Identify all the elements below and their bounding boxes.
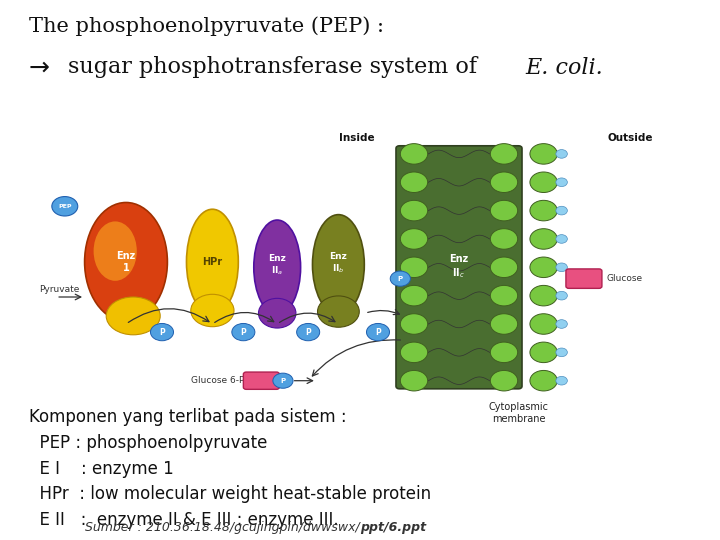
Text: Inside: Inside xyxy=(338,133,374,143)
Circle shape xyxy=(366,323,390,341)
Circle shape xyxy=(556,320,567,328)
Ellipse shape xyxy=(490,229,518,249)
Ellipse shape xyxy=(258,298,296,328)
Ellipse shape xyxy=(312,215,364,314)
Ellipse shape xyxy=(530,144,557,164)
Ellipse shape xyxy=(400,229,428,249)
Ellipse shape xyxy=(530,342,557,363)
Ellipse shape xyxy=(318,296,359,327)
Circle shape xyxy=(297,323,320,341)
Text: Pyruvate: Pyruvate xyxy=(40,285,80,294)
Text: Glucose 6-P: Glucose 6-P xyxy=(192,376,245,384)
Text: Cytoplasmic
membrane: Cytoplasmic membrane xyxy=(488,402,549,424)
Ellipse shape xyxy=(530,370,557,391)
Text: Glucose: Glucose xyxy=(607,274,643,283)
Text: HPr  : low molecular weight heat-stable protein: HPr : low molecular weight heat-stable p… xyxy=(29,485,431,503)
Ellipse shape xyxy=(400,370,428,391)
Circle shape xyxy=(52,197,78,216)
Circle shape xyxy=(556,376,567,385)
Ellipse shape xyxy=(530,172,557,192)
Text: P: P xyxy=(397,275,403,282)
Circle shape xyxy=(150,323,174,341)
FancyBboxPatch shape xyxy=(566,269,602,288)
Ellipse shape xyxy=(490,257,518,278)
Ellipse shape xyxy=(400,200,428,221)
Circle shape xyxy=(556,206,567,215)
Ellipse shape xyxy=(530,314,557,334)
Text: E I    : enzyme 1: E I : enzyme 1 xyxy=(29,460,174,477)
Text: Sumber : 210.36.18.48/gcujingpin/dwwswx/: Sumber : 210.36.18.48/gcujingpin/dwwswx/ xyxy=(85,521,360,534)
Text: E. coli.: E. coli. xyxy=(526,57,603,78)
Text: P: P xyxy=(240,328,246,336)
Circle shape xyxy=(556,150,567,158)
Circle shape xyxy=(556,292,567,300)
Text: Outside: Outside xyxy=(607,133,653,143)
Ellipse shape xyxy=(490,314,518,334)
FancyBboxPatch shape xyxy=(396,146,522,389)
Ellipse shape xyxy=(490,200,518,221)
Ellipse shape xyxy=(400,285,428,306)
Ellipse shape xyxy=(400,172,428,192)
Ellipse shape xyxy=(191,294,234,327)
Ellipse shape xyxy=(490,144,518,164)
Ellipse shape xyxy=(490,370,518,391)
Text: P: P xyxy=(280,377,286,384)
Text: E II   :  enzyme II & E III : enzyme III.: E II : enzyme II & E III : enzyme III. xyxy=(29,511,338,529)
Ellipse shape xyxy=(85,202,167,321)
Ellipse shape xyxy=(530,200,557,221)
Text: HPr: HPr xyxy=(202,257,222,267)
Circle shape xyxy=(556,234,567,243)
Ellipse shape xyxy=(107,297,160,335)
Text: The phosphoenolpyruvate (PEP) :: The phosphoenolpyruvate (PEP) : xyxy=(29,16,384,36)
Text: Enz
II$_c$: Enz II$_c$ xyxy=(449,254,468,280)
Circle shape xyxy=(556,178,567,186)
Text: Enz
II$_a$: Enz II$_a$ xyxy=(269,254,286,278)
Ellipse shape xyxy=(490,172,518,192)
Ellipse shape xyxy=(253,220,301,314)
Ellipse shape xyxy=(530,257,557,278)
Text: sugar phosphotransferase system of: sugar phosphotransferase system of xyxy=(68,57,485,78)
Text: Enz
1: Enz 1 xyxy=(117,251,135,273)
Circle shape xyxy=(390,271,410,286)
Ellipse shape xyxy=(490,342,518,363)
Text: P: P xyxy=(159,328,165,336)
Text: P: P xyxy=(375,328,381,336)
Ellipse shape xyxy=(186,209,238,314)
Ellipse shape xyxy=(400,144,428,164)
Text: Komponen yang terlibat pada sistem :: Komponen yang terlibat pada sistem : xyxy=(29,408,346,426)
Circle shape xyxy=(273,373,293,388)
Text: →: → xyxy=(29,56,50,79)
Circle shape xyxy=(556,348,567,357)
Text: P: P xyxy=(305,328,311,336)
Circle shape xyxy=(556,263,567,272)
Text: Enz
II$_b$: Enz II$_b$ xyxy=(330,252,347,275)
Text: PEP : phosphoenolpyruvate: PEP : phosphoenolpyruvate xyxy=(29,434,267,451)
Circle shape xyxy=(232,323,255,341)
Ellipse shape xyxy=(400,257,428,278)
Text: ppt/6.ppt: ppt/6.ppt xyxy=(360,521,426,534)
Ellipse shape xyxy=(94,221,137,281)
Text: PEP: PEP xyxy=(58,204,71,209)
Ellipse shape xyxy=(400,342,428,363)
Ellipse shape xyxy=(400,314,428,334)
FancyBboxPatch shape xyxy=(243,372,279,389)
Ellipse shape xyxy=(530,285,557,306)
Ellipse shape xyxy=(530,229,557,249)
Ellipse shape xyxy=(490,285,518,306)
